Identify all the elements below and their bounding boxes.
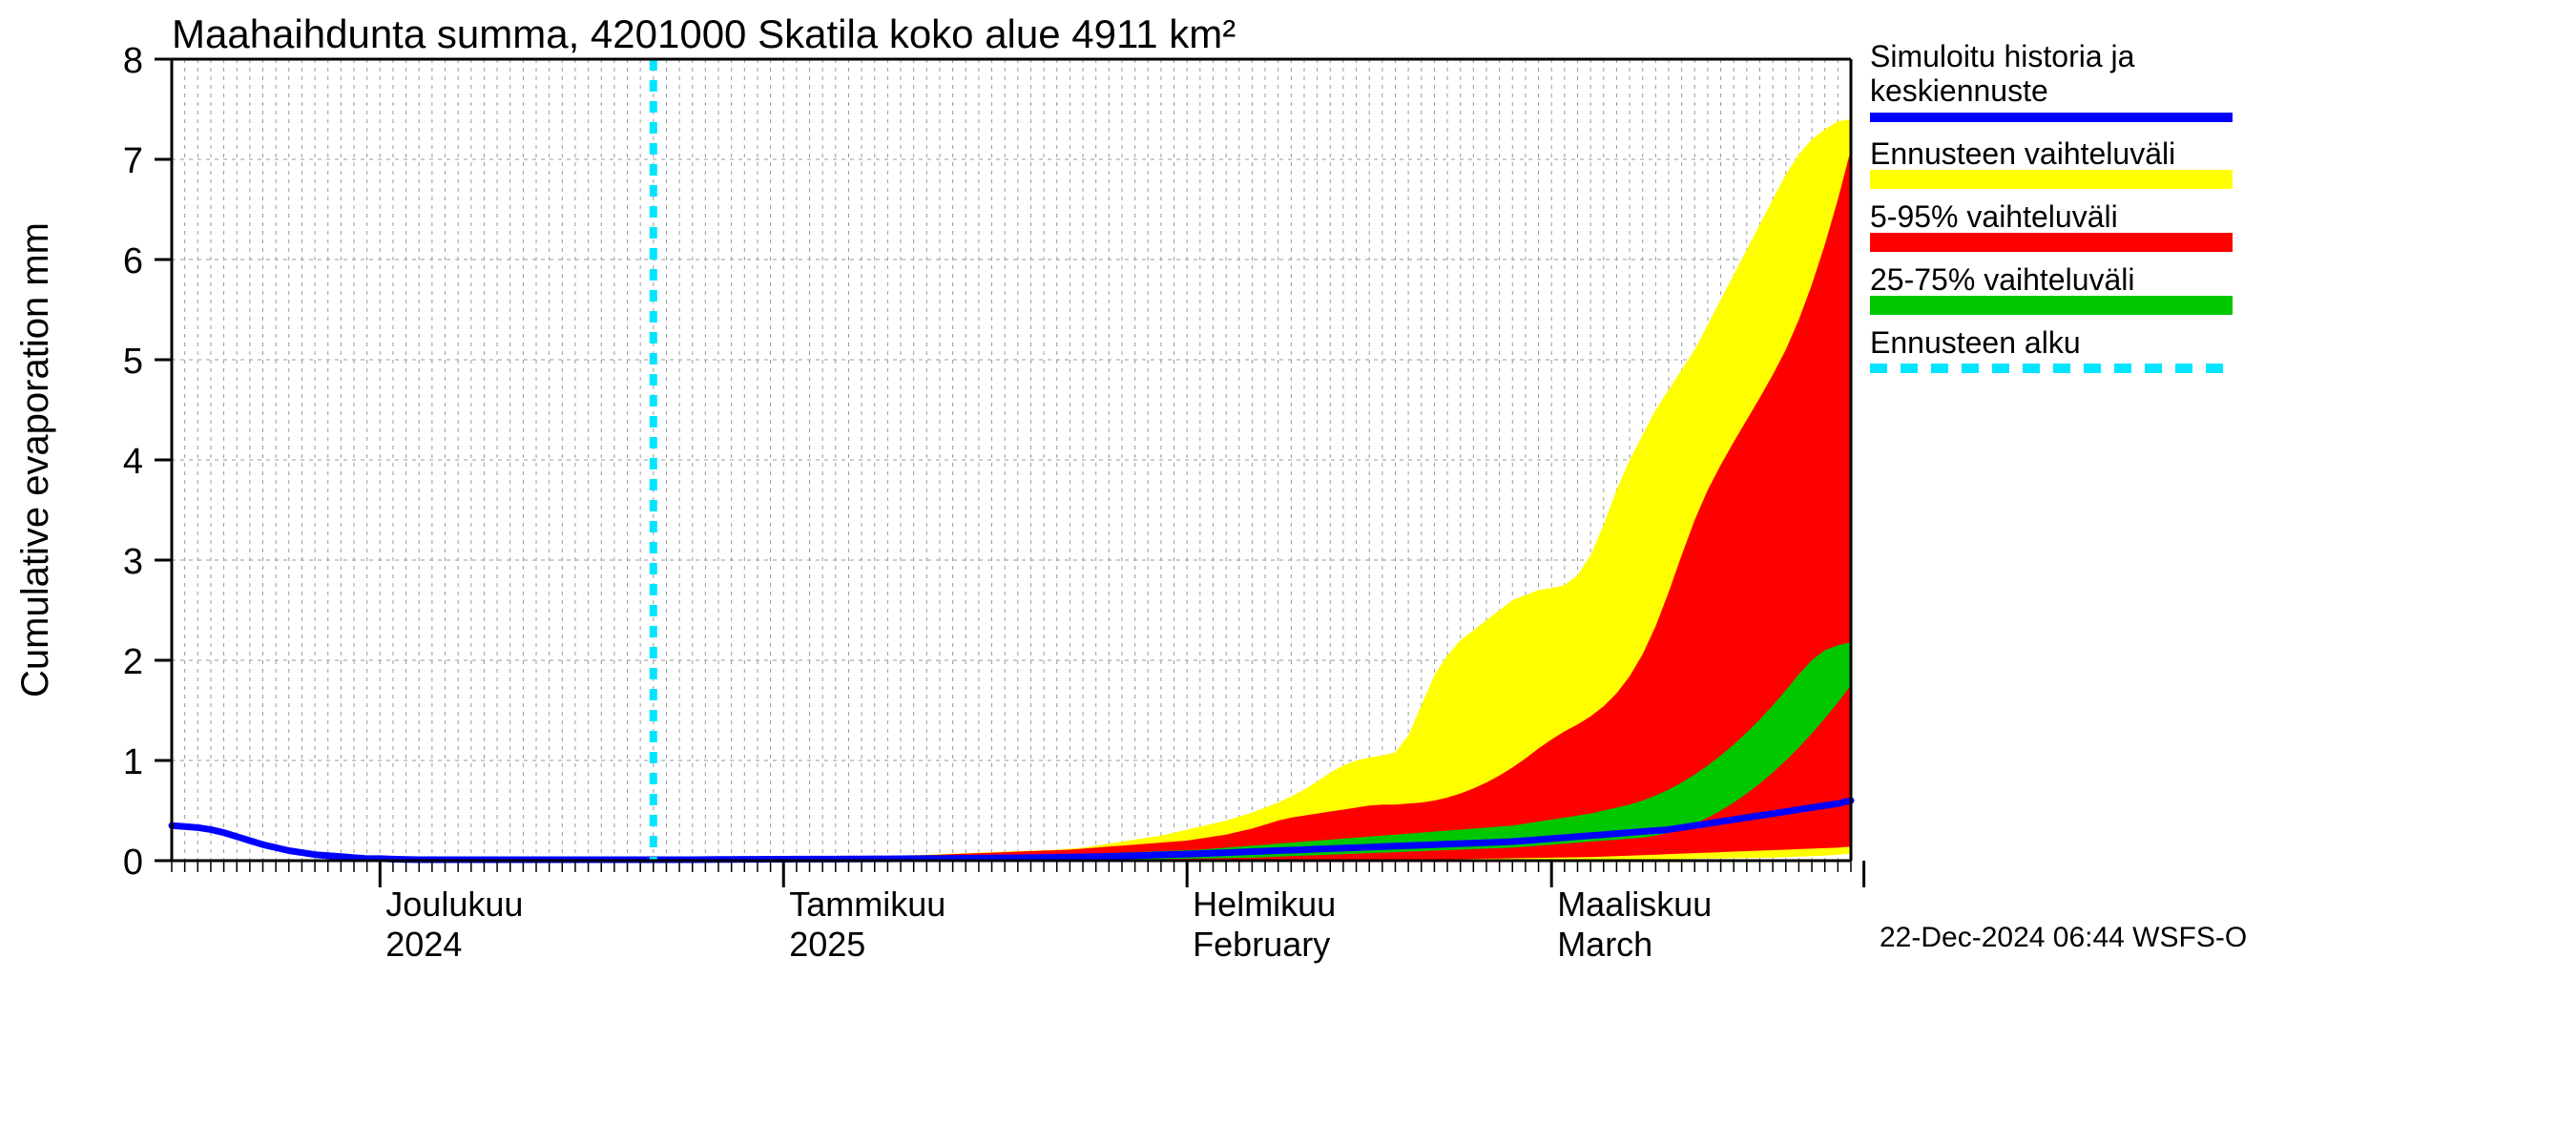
x-month-label: Joulukuu — [385, 885, 523, 924]
chart-container: 0 1 2 3 4 5 6 7 8 Joulukuu2024 Tammikuu2025 Helmiku… — [0, 0, 2576, 1145]
x-month-label: Maaliskuu — [1557, 885, 1712, 924]
legend-label: Ennusteen vaihteluväli — [1870, 136, 2175, 171]
y-tick-label: 4 — [123, 442, 143, 482]
y-tick-label: 0 — [123, 843, 143, 883]
x-month-sublabel: 2025 — [789, 925, 865, 964]
footer-timestamp: 22-Dec-2024 06:44 WSFS-O — [1880, 922, 2247, 953]
x-month-label: Helmikuu — [1193, 885, 1336, 924]
legend-label: 5-95% vaihteluväli — [1870, 199, 2118, 234]
legend-swatch — [1870, 296, 2233, 315]
y-tick-label: 7 — [123, 141, 143, 181]
y-tick-label: 6 — [123, 241, 143, 281]
x-month-sublabel: 2024 — [385, 925, 462, 964]
x-month-label: Tammikuu — [789, 885, 945, 924]
y-tick-label: 2 — [123, 642, 143, 682]
y-tick-label: 5 — [123, 342, 143, 382]
chart-title: Maahaihdunta summa, 4201000 Skatila koko… — [172, 11, 1236, 56]
legend-swatch — [1870, 170, 2233, 189]
legend-label: Simuloitu historia ja — [1870, 39, 2135, 73]
x-month-sublabel: March — [1557, 925, 1652, 964]
legend-swatch — [1870, 233, 2233, 252]
y-tick-label: 3 — [123, 542, 143, 582]
legend-label: Ennusteen alku — [1870, 325, 2081, 360]
x-month-sublabel: February — [1193, 925, 1330, 964]
legend-label: 25-75% vaihteluväli — [1870, 262, 2135, 297]
legend-label: keskiennuste — [1870, 73, 2048, 108]
chart-svg: 0 1 2 3 4 5 6 7 8 Joulukuu2024 Tammikuu2025 Helmiku… — [0, 0, 2576, 1145]
y-tick-label: 1 — [123, 742, 143, 782]
legend-line — [1870, 113, 2233, 122]
y-axis-label: Cumulative evaporation mm — [14, 222, 56, 697]
y-tick-label: 8 — [123, 41, 143, 81]
